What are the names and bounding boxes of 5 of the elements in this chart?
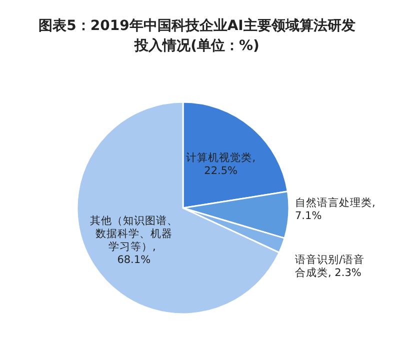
slice-label: 自然语言处理类, 7.1% (295, 196, 376, 222)
slice-label: 计算机视觉类, 22.5% (186, 151, 256, 178)
chart-title: 图表5：2019年中国科技企业AI主要领域算法研发投入情况(单位：%) (38, 17, 356, 54)
slice-label: 其他（知识图谱、数据科学、机器学习等）, 68.1% (90, 214, 178, 266)
slice-label: 语音识别/语音合成类, 2.3% (295, 253, 365, 280)
